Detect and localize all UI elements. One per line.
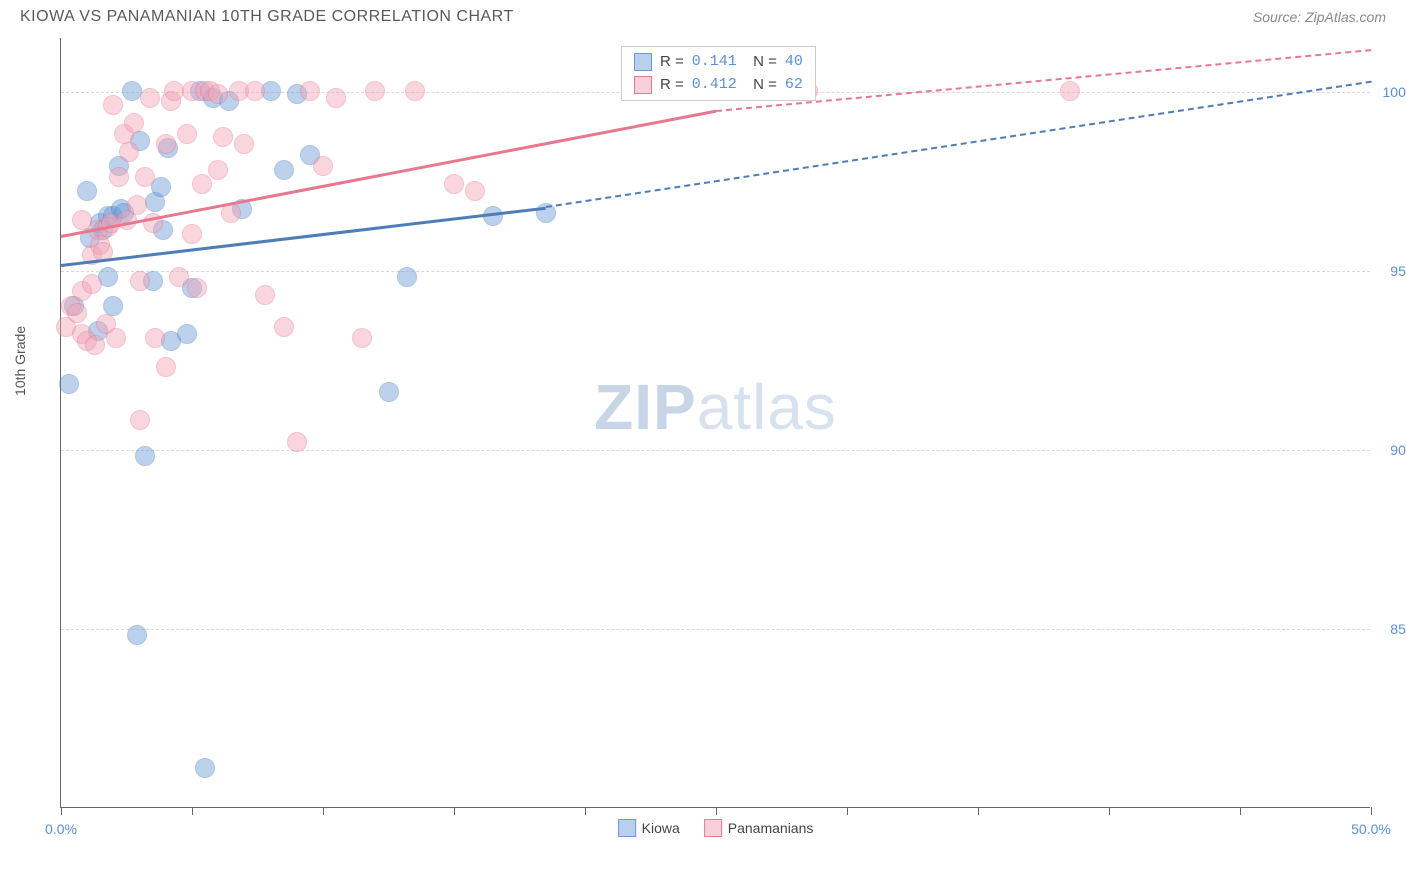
scatter-point bbox=[326, 88, 346, 108]
scatter-point bbox=[85, 335, 105, 355]
x-tick bbox=[192, 807, 193, 815]
scatter-point bbox=[405, 81, 425, 101]
scatter-point bbox=[103, 95, 123, 115]
legend-item: Kiowa bbox=[618, 819, 680, 837]
scatter-point bbox=[77, 181, 97, 201]
scatter-point bbox=[187, 278, 207, 298]
legend-r-value: 0.412 bbox=[692, 74, 737, 97]
scatter-point bbox=[156, 134, 176, 154]
scatter-point bbox=[109, 167, 129, 187]
legend-swatch bbox=[634, 53, 652, 71]
legend-item: Panamanians bbox=[704, 819, 814, 837]
scatter-point bbox=[352, 328, 372, 348]
scatter-point bbox=[1060, 81, 1080, 101]
chart-source: Source: ZipAtlas.com bbox=[1253, 9, 1386, 25]
x-tick bbox=[847, 807, 848, 815]
scatter-point bbox=[127, 195, 147, 215]
legend-r-label: R = bbox=[660, 51, 684, 74]
x-tick bbox=[323, 807, 324, 815]
scatter-point bbox=[182, 224, 202, 244]
scatter-point bbox=[156, 357, 176, 377]
stats-legend-row: R = 0.412 N = 62 bbox=[634, 74, 803, 97]
legend-r-label: R = bbox=[660, 74, 684, 97]
scatter-point bbox=[465, 181, 485, 201]
legend-label: Panamanians bbox=[728, 820, 814, 836]
scatter-point bbox=[67, 303, 87, 323]
scatter-point bbox=[177, 324, 197, 344]
scatter-point bbox=[245, 81, 265, 101]
scatter-point bbox=[255, 285, 275, 305]
scatter-point bbox=[365, 81, 385, 101]
scatter-point bbox=[119, 142, 139, 162]
legend-n-label: N = bbox=[745, 74, 777, 97]
scatter-point bbox=[195, 758, 215, 778]
chart-header: KIOWA VS PANAMANIAN 10TH GRADE CORRELATI… bbox=[0, 0, 1406, 30]
scatter-point bbox=[313, 156, 333, 176]
scatter-point bbox=[274, 160, 294, 180]
stats-legend-row: R = 0.141 N = 40 bbox=[634, 51, 803, 74]
gridline bbox=[61, 450, 1370, 451]
watermark: ZIPatlas bbox=[594, 370, 837, 444]
x-tick-label: 0.0% bbox=[45, 821, 77, 837]
x-tick bbox=[978, 807, 979, 815]
x-tick bbox=[1240, 807, 1241, 815]
scatter-point bbox=[135, 167, 155, 187]
bottom-legend: Kiowa Panamanians bbox=[618, 819, 814, 837]
scatter-point bbox=[59, 374, 79, 394]
legend-swatch bbox=[704, 819, 722, 837]
scatter-point bbox=[127, 625, 147, 645]
scatter-point bbox=[130, 410, 150, 430]
legend-label: Kiowa bbox=[642, 820, 680, 836]
scatter-point bbox=[122, 81, 142, 101]
chart-container: 10th Grade ZIPatlas 85.0%90.0%95.0%100.0… bbox=[60, 38, 1386, 808]
scatter-point bbox=[140, 88, 160, 108]
scatter-point bbox=[145, 328, 165, 348]
y-axis-title: 10th Grade bbox=[12, 326, 28, 396]
legend-n-label: N = bbox=[745, 51, 777, 74]
scatter-point bbox=[208, 160, 228, 180]
legend-n-value: 62 bbox=[785, 74, 803, 97]
scatter-point bbox=[164, 81, 184, 101]
scatter-point bbox=[124, 113, 144, 133]
x-tick-label: 50.0% bbox=[1351, 821, 1391, 837]
scatter-point bbox=[379, 382, 399, 402]
scatter-point bbox=[208, 84, 228, 104]
legend-swatch bbox=[634, 76, 652, 94]
x-tick bbox=[61, 807, 62, 815]
stats-legend: R = 0.141 N = 40 R = 0.412 N = 62 bbox=[621, 46, 816, 101]
trend-line bbox=[61, 110, 716, 238]
x-tick bbox=[585, 807, 586, 815]
scatter-point bbox=[177, 124, 197, 144]
scatter-point bbox=[444, 174, 464, 194]
scatter-point bbox=[234, 134, 254, 154]
x-tick bbox=[716, 807, 717, 815]
scatter-point bbox=[192, 174, 212, 194]
y-tick-label: 85.0% bbox=[1390, 621, 1406, 637]
x-tick bbox=[1109, 807, 1110, 815]
gridline bbox=[61, 271, 1370, 272]
scatter-point bbox=[82, 274, 102, 294]
gridline bbox=[61, 629, 1370, 630]
scatter-point bbox=[213, 127, 233, 147]
y-tick-label: 100.0% bbox=[1383, 84, 1406, 100]
legend-swatch bbox=[618, 819, 636, 837]
chart-title: KIOWA VS PANAMANIAN 10TH GRADE CORRELATI… bbox=[20, 8, 514, 26]
legend-r-value: 0.141 bbox=[692, 51, 737, 74]
scatter-point bbox=[169, 267, 189, 287]
x-tick bbox=[454, 807, 455, 815]
scatter-point bbox=[130, 271, 150, 291]
y-tick-label: 95.0% bbox=[1390, 263, 1406, 279]
x-tick bbox=[1371, 807, 1372, 815]
scatter-point bbox=[274, 317, 294, 337]
plot-area: ZIPatlas 85.0%90.0%95.0%100.0%0.0%50.0%R… bbox=[60, 38, 1370, 808]
y-tick-label: 90.0% bbox=[1390, 442, 1406, 458]
legend-n-value: 40 bbox=[785, 51, 803, 74]
scatter-point bbox=[397, 267, 417, 287]
scatter-point bbox=[135, 446, 155, 466]
scatter-point bbox=[287, 432, 307, 452]
scatter-point bbox=[300, 81, 320, 101]
scatter-point bbox=[106, 328, 126, 348]
